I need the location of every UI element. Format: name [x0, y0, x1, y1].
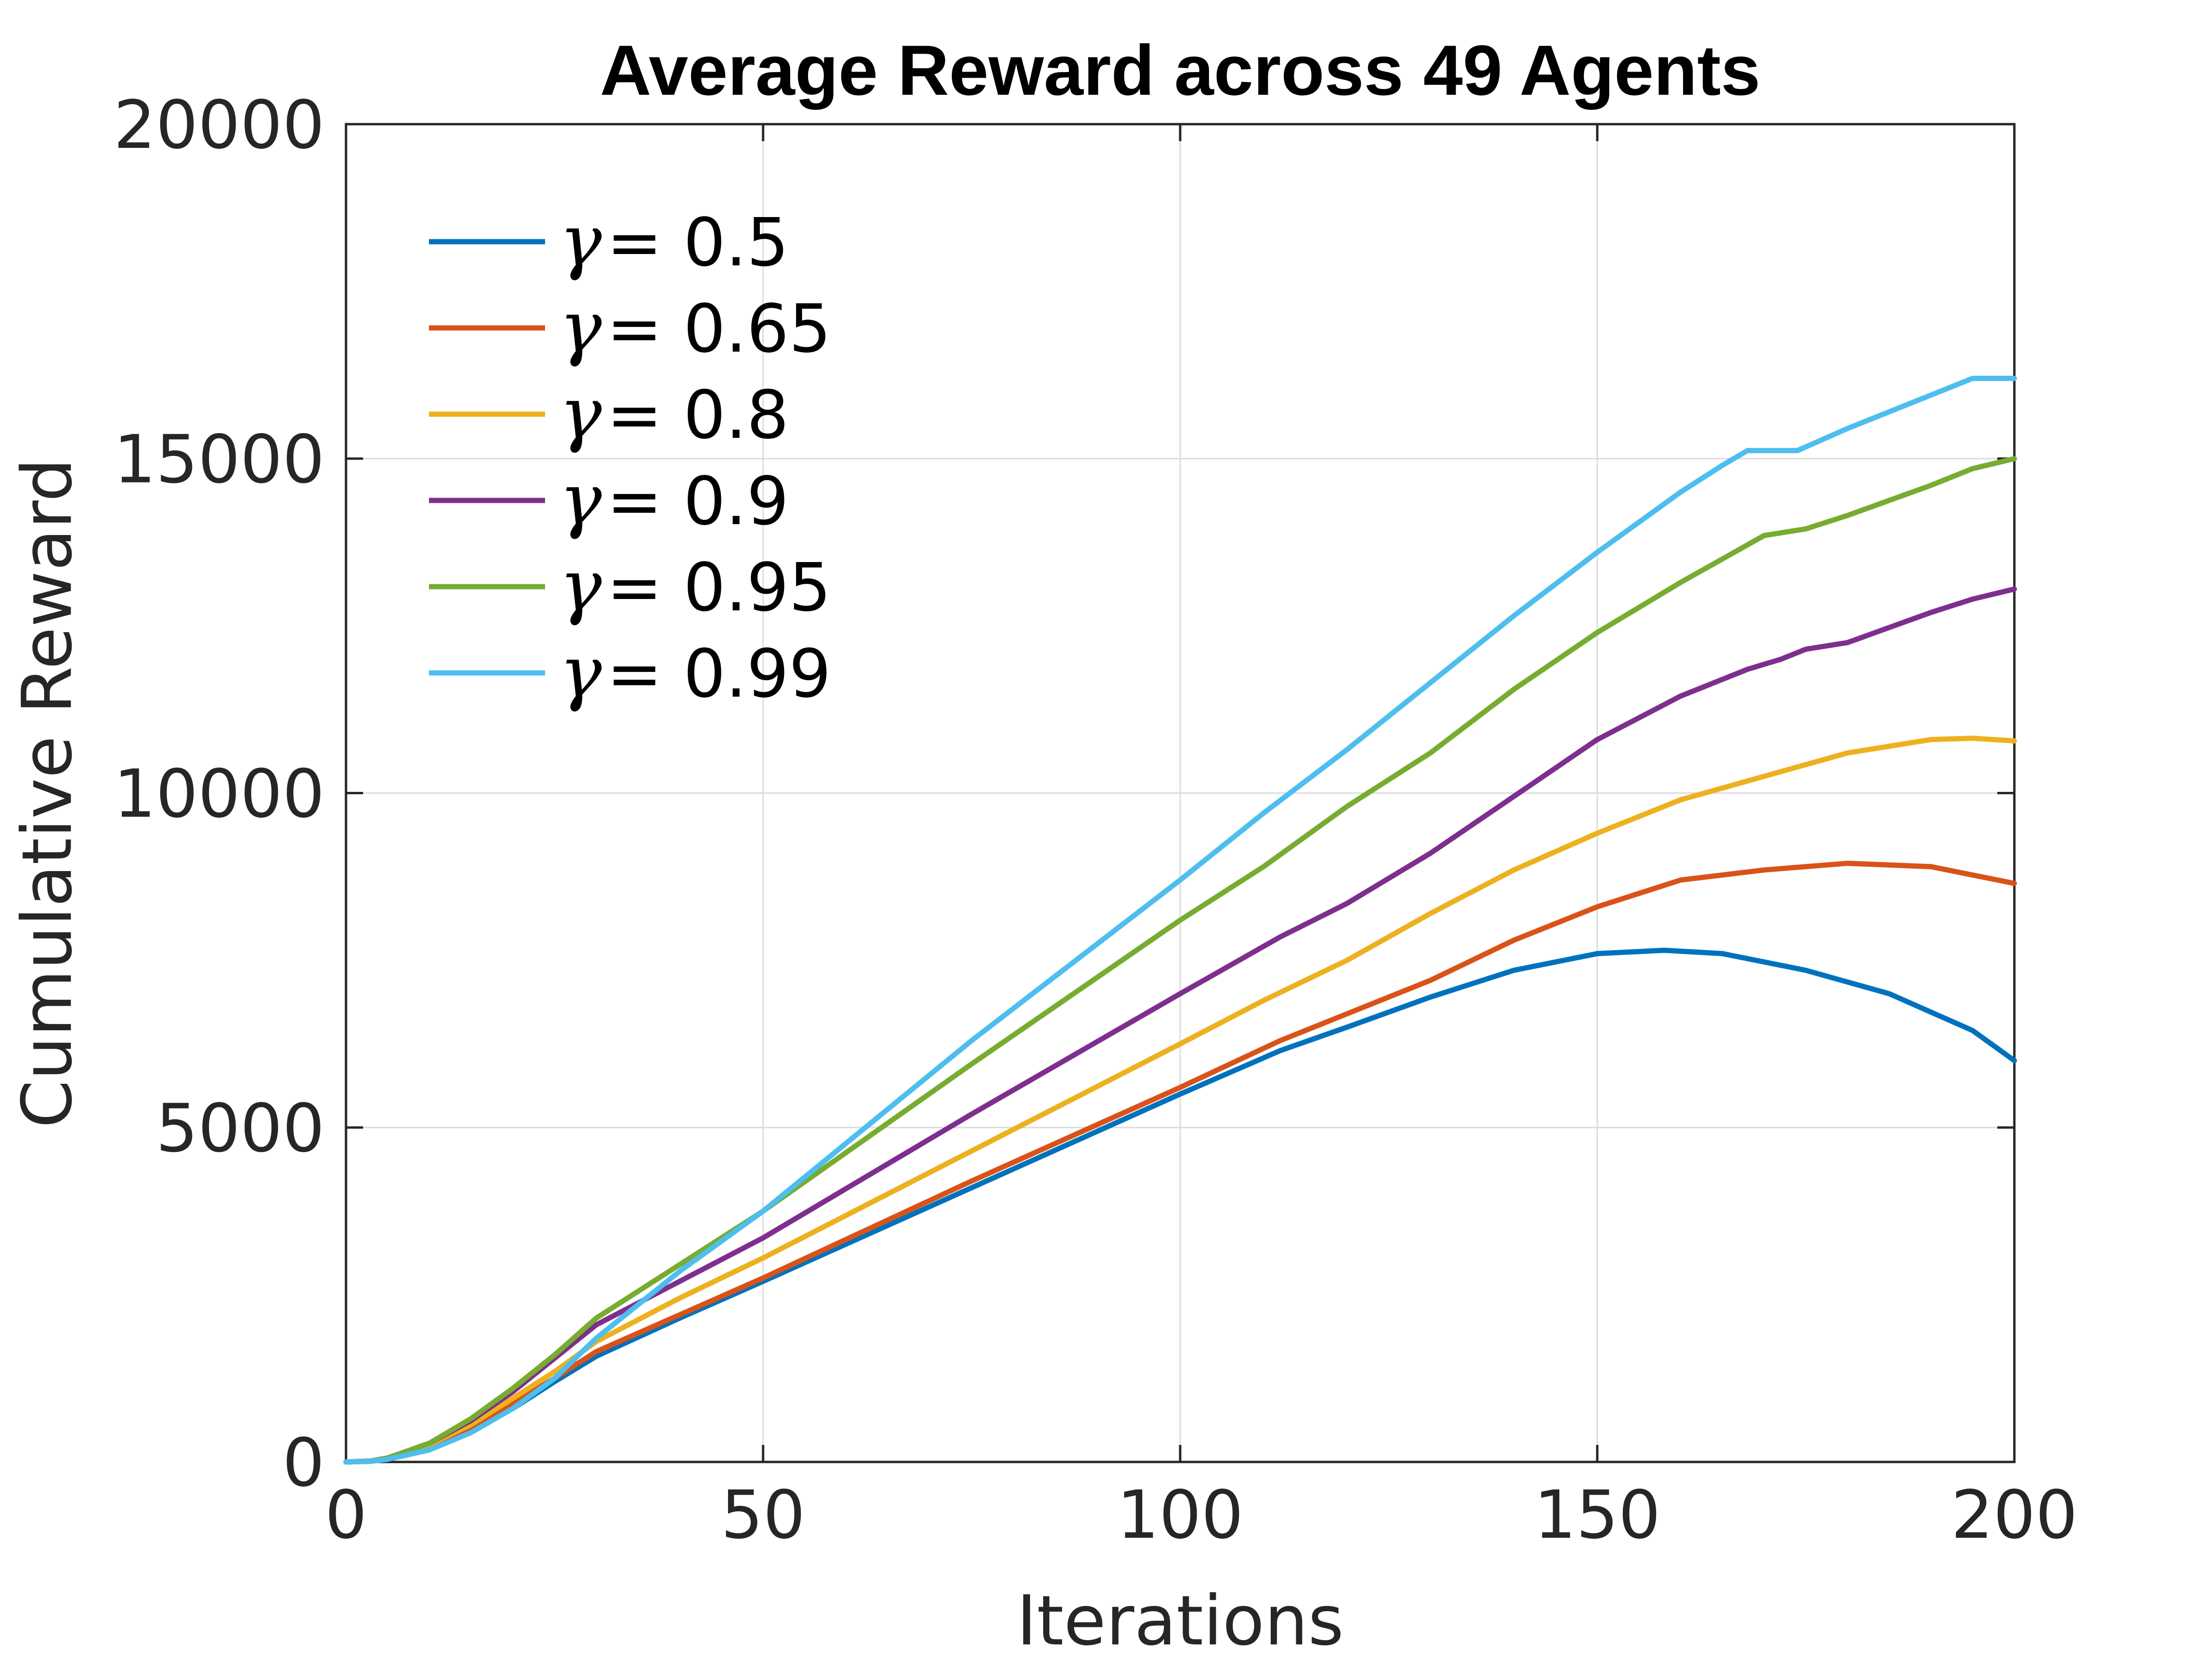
chart-title: Average Reward across 49 Agents	[600, 30, 1760, 110]
series-line-3	[343, 735, 2017, 1465]
y-tick-label: 20000	[114, 87, 325, 164]
legend-gamma-symbol: γ	[559, 286, 602, 369]
y-tick-label: 5000	[156, 1090, 325, 1167]
x-tick-label: 50	[721, 1477, 805, 1554]
series-line-6	[343, 375, 2017, 1465]
legend-gamma-symbol: γ	[559, 200, 602, 282]
y-tick-label: 15000	[114, 421, 325, 499]
legend-label: = 0.95	[607, 549, 831, 626]
x-tick-label: 150	[1534, 1477, 1660, 1554]
legend-item: γ = 0.99	[429, 631, 831, 714]
x-axis-label: Iterations	[1017, 1581, 1344, 1659]
x-tick-label: 100	[1117, 1477, 1243, 1554]
legend-label: = 0.8	[607, 377, 789, 454]
x-tick-label: 200	[1951, 1477, 2077, 1554]
legend-label: = 0.5	[607, 204, 789, 281]
legend-item: γ = 0.9	[429, 459, 789, 541]
legend: γ = 0.5γ = 0.65γ = 0.8γ = 0.9γ = 0.95γ = 0.99	[429, 200, 831, 714]
legend-label: = 0.65	[607, 290, 831, 368]
y-tick-label: 10000	[114, 756, 325, 833]
y-tick-label: 0	[282, 1425, 325, 1502]
series-line-5	[343, 456, 2017, 1465]
legend-label: = 0.9	[607, 463, 789, 540]
legend-item: γ = 0.95	[429, 545, 831, 627]
legend-gamma-symbol: γ	[559, 545, 602, 627]
legend-gamma-symbol: γ	[559, 631, 602, 714]
legend-item: γ = 0.65	[429, 286, 831, 369]
series-lines	[343, 375, 2017, 1465]
legend-gamma-symbol: γ	[559, 459, 602, 541]
axis-ticks: 0 50 100 150 200 0 5000 10000 15000 20000	[114, 87, 2078, 1554]
y-axis-label: Cumulative Reward	[8, 458, 88, 1128]
legend-gamma-symbol: γ	[559, 372, 602, 455]
legend-item: γ = 0.5	[429, 200, 789, 282]
legend-item: γ = 0.8	[429, 372, 789, 455]
legend-label: = 0.99	[607, 635, 831, 713]
x-tick-label: 0	[325, 1477, 367, 1554]
